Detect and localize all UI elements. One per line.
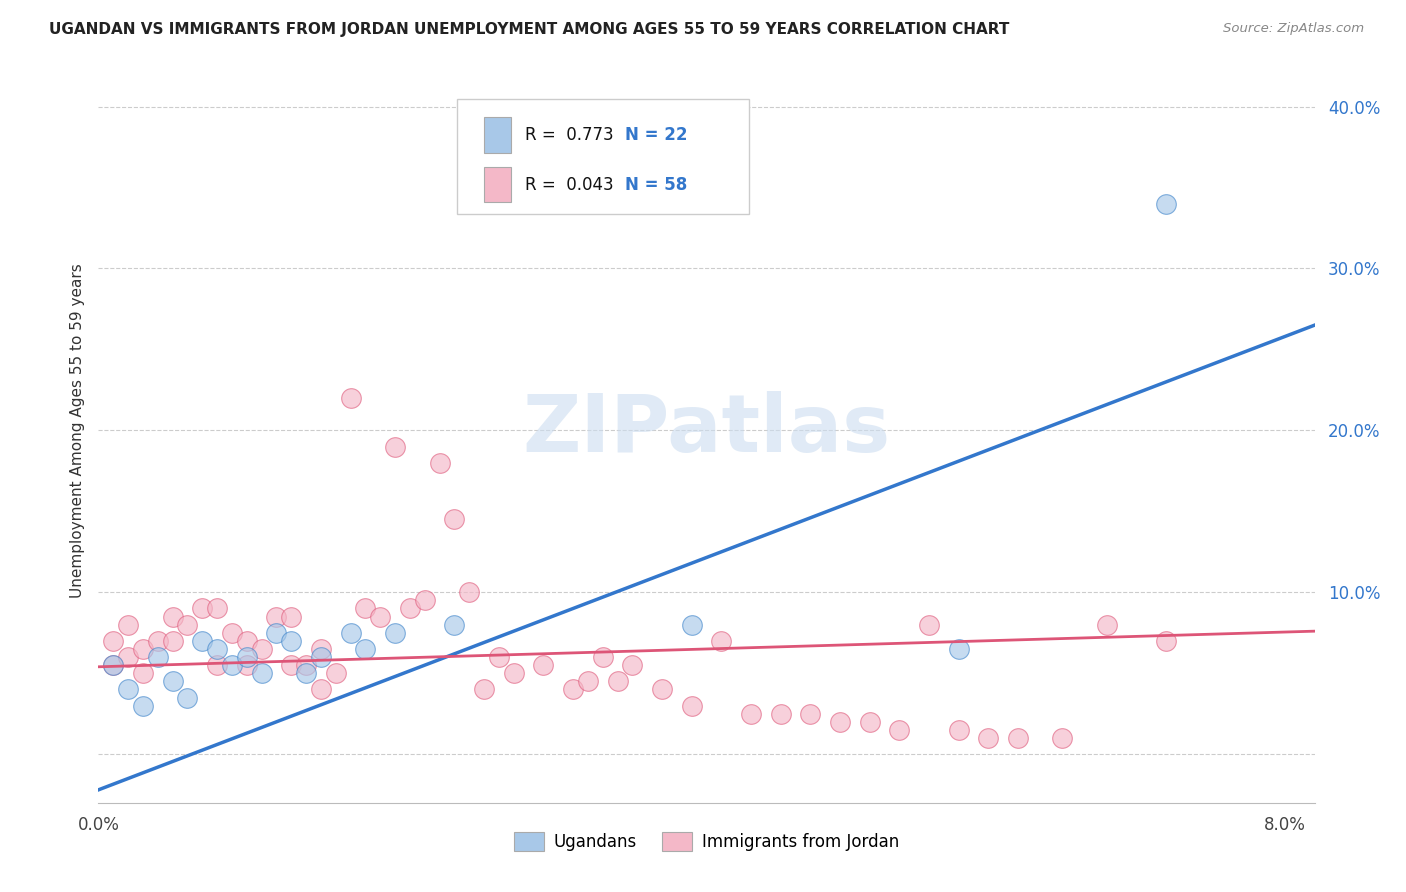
Point <box>176 617 198 632</box>
Point <box>799 706 821 721</box>
Point <box>354 601 377 615</box>
Point <box>132 698 155 713</box>
Point <box>117 617 139 632</box>
Point <box>502 666 524 681</box>
Point <box>132 666 155 681</box>
FancyBboxPatch shape <box>484 167 510 202</box>
FancyBboxPatch shape <box>457 99 749 214</box>
Point <box>266 625 288 640</box>
Point <box>1095 617 1118 632</box>
Point <box>221 658 243 673</box>
Point <box>221 625 243 640</box>
Point <box>443 617 465 632</box>
Point <box>368 609 391 624</box>
Text: N = 58: N = 58 <box>626 176 688 194</box>
Point <box>250 666 273 681</box>
Text: R =  0.773: R = 0.773 <box>526 126 614 144</box>
Point <box>191 601 214 615</box>
Point <box>399 601 422 615</box>
Point <box>339 391 361 405</box>
Point <box>562 682 585 697</box>
Point <box>443 512 465 526</box>
Text: N = 22: N = 22 <box>626 126 688 144</box>
Point <box>205 658 228 673</box>
Point <box>162 609 184 624</box>
Point <box>103 633 125 648</box>
Point <box>295 666 318 681</box>
Point <box>472 682 495 697</box>
Text: R =  0.043: R = 0.043 <box>526 176 614 194</box>
Point <box>1156 196 1178 211</box>
Point <box>162 674 184 689</box>
Point <box>266 609 288 624</box>
Point <box>117 682 139 697</box>
Point <box>889 723 911 737</box>
Point <box>384 440 406 454</box>
Point <box>235 658 257 673</box>
Point <box>235 650 257 665</box>
Point <box>309 650 332 665</box>
Point <box>162 633 184 648</box>
Point <box>828 714 851 729</box>
Point <box>146 633 169 648</box>
Point <box>250 642 273 657</box>
Text: Source: ZipAtlas.com: Source: ZipAtlas.com <box>1223 22 1364 36</box>
Point <box>740 706 762 721</box>
Point <box>606 674 628 689</box>
Point <box>191 633 214 648</box>
Point <box>280 633 302 648</box>
Point <box>132 642 155 657</box>
Point <box>205 601 228 615</box>
Point <box>339 625 361 640</box>
Point <box>384 625 406 640</box>
FancyBboxPatch shape <box>484 117 510 153</box>
Point <box>592 650 614 665</box>
Point <box>1052 731 1074 745</box>
Point <box>458 585 481 599</box>
Point <box>325 666 347 681</box>
Text: UGANDAN VS IMMIGRANTS FROM JORDAN UNEMPLOYMENT AMONG AGES 55 TO 59 YEARS CORRELA: UGANDAN VS IMMIGRANTS FROM JORDAN UNEMPL… <box>49 22 1010 37</box>
Point <box>769 706 792 721</box>
Point <box>413 593 436 607</box>
Legend: Ugandans, Immigrants from Jordan: Ugandans, Immigrants from Jordan <box>508 825 905 858</box>
Point <box>117 650 139 665</box>
Point <box>103 658 125 673</box>
Point <box>948 642 970 657</box>
Text: ZIPatlas: ZIPatlas <box>523 392 890 469</box>
Point <box>977 731 1000 745</box>
Point <box>309 682 332 697</box>
Point <box>309 642 332 657</box>
Point <box>621 658 644 673</box>
Point <box>651 682 673 697</box>
Point <box>531 658 554 673</box>
Point <box>280 609 302 624</box>
Point <box>354 642 377 657</box>
Y-axis label: Unemployment Among Ages 55 to 59 years: Unemployment Among Ages 55 to 59 years <box>69 263 84 598</box>
Point <box>681 617 703 632</box>
Point <box>948 723 970 737</box>
Point <box>859 714 882 729</box>
Point <box>918 617 941 632</box>
Point <box>576 674 599 689</box>
Point <box>280 658 302 673</box>
Point <box>146 650 169 665</box>
Point <box>1007 731 1029 745</box>
Point <box>235 633 257 648</box>
Point <box>710 633 733 648</box>
Point <box>176 690 198 705</box>
Point <box>1156 633 1178 648</box>
Point <box>429 456 451 470</box>
Point <box>488 650 510 665</box>
Point <box>681 698 703 713</box>
Point <box>103 658 125 673</box>
Point <box>295 658 318 673</box>
Point <box>205 642 228 657</box>
